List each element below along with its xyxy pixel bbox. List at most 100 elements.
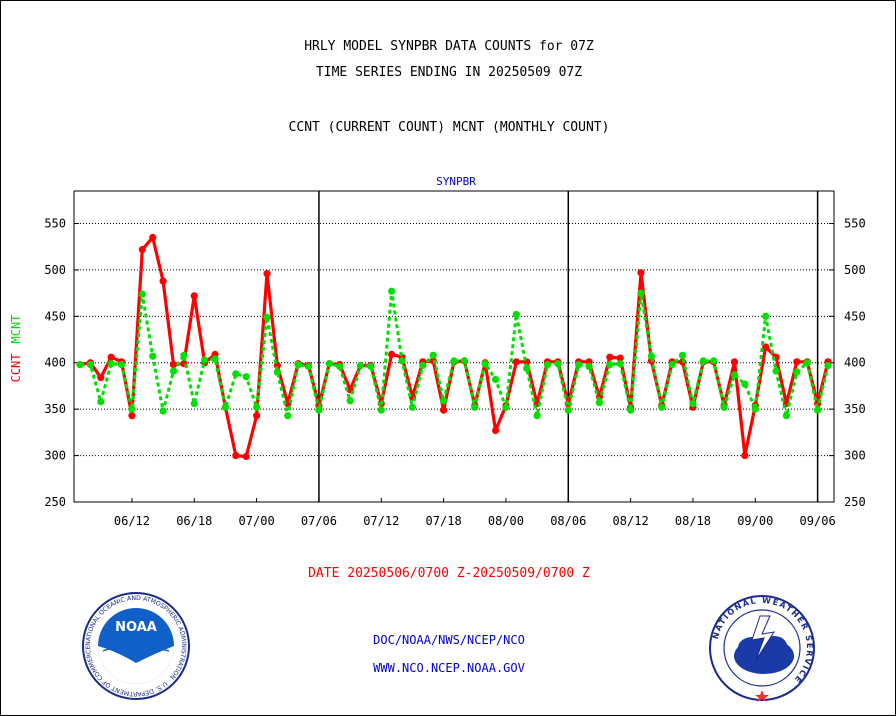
point-mcnt xyxy=(149,352,157,360)
point-ccnt xyxy=(263,270,271,278)
date-range-label: DATE 20250506/0700 Z-20250509/0700 Z xyxy=(308,566,590,581)
point-mcnt xyxy=(824,361,832,370)
point-mcnt xyxy=(336,362,344,371)
point-mcnt xyxy=(730,371,739,379)
y-tick-label-left: 550 xyxy=(44,216,66,230)
point-mcnt xyxy=(543,361,552,369)
point-ccnt xyxy=(606,353,614,361)
point-mcnt xyxy=(419,361,427,370)
point-mcnt xyxy=(595,399,604,407)
point-mcnt xyxy=(232,370,240,378)
point-mcnt xyxy=(346,397,354,405)
point-mcnt xyxy=(762,312,770,320)
point-mcnt xyxy=(159,407,167,415)
point-ccnt xyxy=(159,277,167,285)
point-mcnt xyxy=(637,289,645,297)
point-mcnt xyxy=(803,359,811,367)
point-mcnt xyxy=(658,403,666,411)
point-ccnt xyxy=(242,452,250,461)
nws-logo: NATIONAL WEATHER SERVICE xyxy=(709,595,815,702)
point-ccnt xyxy=(107,353,115,361)
point-mcnt xyxy=(388,287,396,295)
y-tick-label-left: 300 xyxy=(44,449,66,463)
point-mcnt xyxy=(772,367,780,375)
y-tick-label-right: 350 xyxy=(844,402,866,416)
point-mcnt xyxy=(356,361,365,370)
x-tick-label: 07/12 xyxy=(363,514,399,528)
point-mcnt xyxy=(460,357,468,365)
point-mcnt xyxy=(304,362,313,371)
point-mcnt xyxy=(138,290,146,298)
point-mcnt xyxy=(647,352,655,360)
point-mcnt xyxy=(481,360,489,368)
y-tick-label-right: 250 xyxy=(844,495,866,509)
point-mcnt xyxy=(575,361,583,369)
x-tick-label: 06/12 xyxy=(114,514,150,528)
point-ccnt xyxy=(169,361,178,369)
point-mcnt xyxy=(284,412,292,420)
point-mcnt xyxy=(440,397,448,405)
y-tick-label-left: 400 xyxy=(44,356,66,370)
point-mcnt xyxy=(616,360,624,368)
point-mcnt xyxy=(554,360,562,368)
chart-subtitle: CCNT (CURRENT COUNT) MCNT (MONTHLY COUNT… xyxy=(288,120,610,135)
noaa-logo-text: NOAA xyxy=(115,620,157,635)
y-axis-label-mcnt: MCNT xyxy=(9,315,23,344)
point-mcnt xyxy=(720,403,728,411)
point-mcnt xyxy=(367,362,375,371)
y-tick-label-left: 500 xyxy=(44,263,66,277)
y-axis-label-ccnt: CCNT xyxy=(9,354,23,383)
point-ccnt xyxy=(232,451,240,460)
point-mcnt xyxy=(564,406,572,414)
point-ccnt xyxy=(741,451,749,460)
x-tick-label: 06/18 xyxy=(176,514,212,528)
point-ccnt xyxy=(491,426,500,435)
station-label: SYNPBR xyxy=(436,175,476,188)
y-tick-label-left: 350 xyxy=(44,402,66,416)
y-tick-label-right: 300 xyxy=(844,449,866,463)
point-mcnt xyxy=(471,403,479,411)
point-mcnt xyxy=(201,356,209,364)
x-tick-label: 07/06 xyxy=(301,514,337,528)
x-tick-label: 07/18 xyxy=(426,514,462,528)
point-mcnt xyxy=(190,399,198,408)
chart-title-line2: TIME SERIES ENDING IN 20250509 07Z xyxy=(315,65,583,80)
point-ccnt xyxy=(616,354,624,362)
point-mcnt xyxy=(242,373,250,381)
line-chart: 250 250 300 300 350 350 400 400 450 450 500 500 550 5… xyxy=(9,175,866,528)
point-mcnt xyxy=(751,405,759,413)
x-tick-label: 09/00 xyxy=(737,514,773,528)
point-ccnt xyxy=(149,233,157,242)
point-mcnt xyxy=(627,406,635,414)
y-tick-label-right: 450 xyxy=(844,309,866,323)
x-tick-label: 08/00 xyxy=(488,514,524,528)
x-tick-label: 08/12 xyxy=(613,514,649,528)
point-mcnt xyxy=(180,351,188,359)
y-tick-label-left: 250 xyxy=(44,495,66,509)
point-mcnt xyxy=(678,351,687,359)
point-mcnt xyxy=(273,368,281,376)
y-tick-label-right: 550 xyxy=(844,216,866,230)
point-ccnt xyxy=(138,245,146,254)
point-mcnt xyxy=(76,361,84,369)
point-ccnt xyxy=(637,269,645,277)
point-mcnt xyxy=(408,403,417,411)
point-ccnt xyxy=(128,412,136,420)
point-mcnt xyxy=(668,361,676,369)
point-mcnt xyxy=(117,361,126,369)
website-link[interactable]: WWW.NCO.NCEP.NOAA.GOV xyxy=(373,661,525,675)
point-mcnt xyxy=(512,310,520,319)
point-ccnt xyxy=(793,358,801,366)
point-ccnt xyxy=(97,374,105,382)
point-mcnt xyxy=(107,360,115,368)
point-mcnt xyxy=(253,403,261,411)
point-mcnt xyxy=(606,361,614,369)
point-mcnt xyxy=(398,357,406,365)
point-mcnt xyxy=(450,357,458,365)
point-mcnt xyxy=(377,406,385,414)
point-mcnt xyxy=(741,380,749,388)
noaa-logo: NATIONAL OCEANIC AND ATMOSPHERIC ADMINIS… xyxy=(81,591,190,700)
point-mcnt xyxy=(502,403,510,411)
point-mcnt xyxy=(533,412,541,420)
y-tick-label-right: 400 xyxy=(844,356,866,370)
